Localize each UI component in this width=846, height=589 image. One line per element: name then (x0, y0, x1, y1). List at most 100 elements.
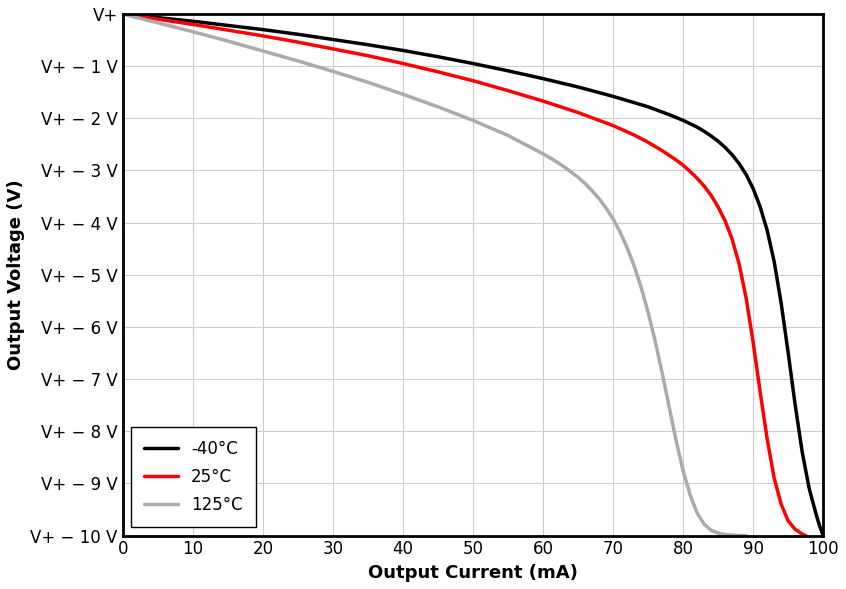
25°C (468, 77, 478, 84)
125°C (741, 532, 751, 539)
-40°C (363, 41, 373, 48)
-40°C (692, 124, 702, 131)
-40°C (258, 26, 268, 33)
-40°C (811, 511, 821, 518)
-40°C (118, 11, 128, 18)
25°C (643, 139, 653, 146)
125°C (538, 150, 548, 157)
125°C (601, 204, 611, 211)
25°C (713, 203, 723, 210)
-40°C (805, 485, 815, 492)
125°C (636, 284, 646, 291)
25°C (692, 175, 702, 182)
25°C (363, 52, 373, 59)
25°C (797, 531, 807, 538)
25°C (790, 526, 800, 533)
25°C (720, 217, 730, 224)
125°C (222, 38, 233, 45)
-40°C (720, 144, 730, 151)
125°C (580, 180, 591, 187)
-40°C (818, 532, 828, 539)
125°C (608, 216, 618, 223)
25°C (678, 162, 688, 169)
125°C (552, 158, 562, 166)
25°C (671, 157, 681, 164)
-40°C (573, 84, 583, 91)
-40°C (293, 31, 303, 38)
125°C (629, 262, 640, 269)
125°C (720, 531, 730, 538)
125°C (327, 68, 338, 75)
-40°C (503, 67, 513, 74)
125°C (363, 79, 373, 86)
25°C (800, 532, 810, 539)
125°C (118, 11, 128, 18)
25°C (657, 147, 667, 154)
-40°C (706, 133, 717, 140)
-40°C (762, 227, 772, 234)
25°C (222, 27, 233, 34)
125°C (615, 229, 625, 236)
25°C (188, 21, 198, 28)
125°C (398, 91, 408, 98)
25°C (706, 192, 717, 199)
125°C (594, 195, 604, 202)
-40°C (713, 138, 723, 145)
-40°C (678, 117, 688, 124)
25°C (433, 68, 443, 75)
25°C (538, 98, 548, 105)
-40°C (815, 522, 825, 530)
-40°C (734, 160, 744, 167)
25°C (769, 475, 779, 482)
-40°C (699, 128, 709, 135)
25°C (685, 168, 695, 175)
-40°C (790, 402, 800, 409)
-40°C (769, 258, 779, 265)
125°C (573, 174, 583, 181)
-40°C (433, 53, 443, 60)
125°C (524, 143, 534, 150)
25°C (132, 12, 142, 19)
125°C (152, 19, 162, 27)
125°C (293, 57, 303, 64)
25°C (748, 339, 758, 346)
-40°C (327, 36, 338, 43)
125°C (685, 491, 695, 498)
125°C (559, 163, 569, 170)
125°C (643, 309, 653, 316)
-40°C (664, 111, 674, 118)
-40°C (538, 75, 548, 82)
-40°C (222, 22, 233, 29)
Line: 125°C: 125°C (123, 14, 746, 535)
125°C (699, 521, 709, 528)
25°C (734, 261, 744, 268)
-40°C (398, 47, 408, 54)
25°C (573, 109, 583, 116)
-40°C (188, 18, 198, 25)
25°C (741, 294, 751, 302)
125°C (468, 117, 478, 124)
25°C (762, 436, 772, 443)
Legend: -40°C, 25°C, 125°C: -40°C, 25°C, 125°C (131, 426, 256, 527)
-40°C (748, 185, 758, 192)
125°C (706, 527, 717, 534)
-40°C (741, 171, 751, 178)
25°C (608, 122, 618, 129)
25°C (293, 39, 303, 46)
125°C (650, 337, 660, 345)
25°C (776, 501, 786, 508)
125°C (664, 403, 674, 411)
Line: -40°C: -40°C (123, 14, 823, 535)
125°C (727, 532, 737, 539)
125°C (503, 132, 513, 139)
-40°C (755, 203, 766, 210)
25°C (699, 183, 709, 190)
125°C (622, 244, 632, 251)
-40°C (468, 60, 478, 67)
125°C (433, 103, 443, 110)
125°C (258, 48, 268, 55)
Line: 25°C: 25°C (123, 14, 805, 535)
125°C (132, 14, 142, 21)
125°C (713, 530, 723, 537)
-40°C (608, 93, 618, 100)
